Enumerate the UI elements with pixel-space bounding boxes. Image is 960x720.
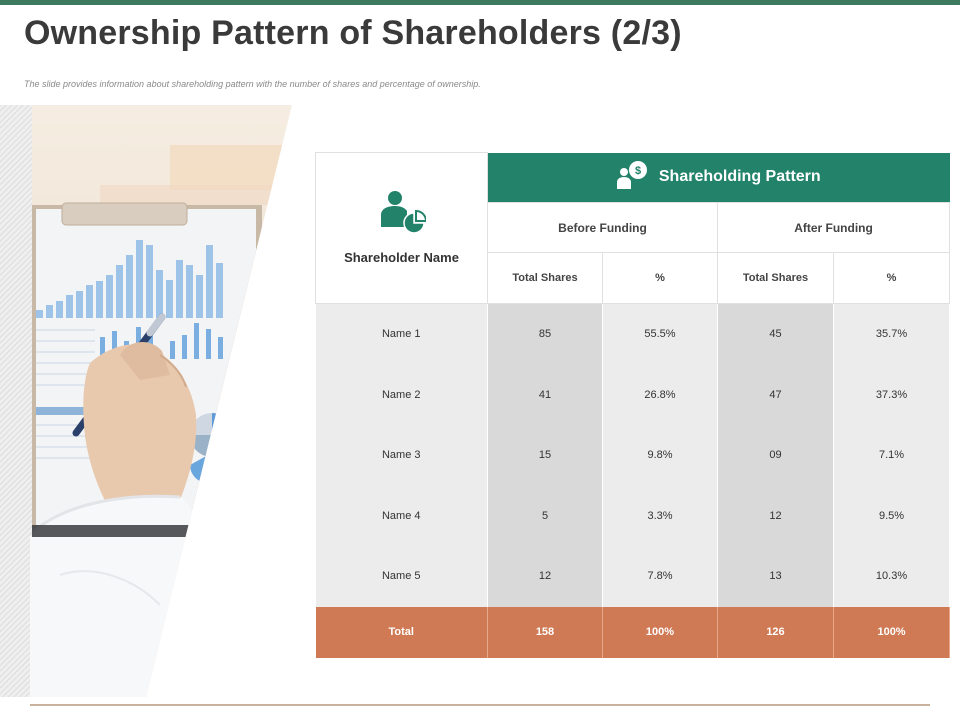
total-label: Total [315,606,488,658]
total-after-percent: 100% [833,606,951,658]
after-shares: 45 [717,303,834,365]
shareholder-name: Name 2 [315,364,488,425]
after-shares: 13 [717,545,834,607]
shareholding-pattern-label: Shareholding Pattern [658,168,821,186]
after-shares: 12 [717,485,834,546]
after-percent: 9.5% [833,485,951,546]
table-row: Name 3 15 9.8% 09 7.1% [315,424,951,486]
table-row: Name 2 41 26.8% 47 37.3% [315,364,951,425]
before-funding-header: Before Funding [487,202,718,253]
after-percent: 10.3% [833,545,951,607]
before-shares: 15 [487,424,603,486]
before-percent: 55.5% [602,303,718,365]
shareholder-name-label: Shareholder Name [344,250,459,265]
after-percent: 37.3% [833,364,951,425]
table-row: Name 1 85 55.5% 45 35.7% [315,303,951,365]
page-subtitle: The slide provides information about sha… [24,79,481,89]
before-total-shares-header: Total Shares [487,252,603,304]
before-shares: 85 [487,303,603,365]
before-shares: 12 [487,545,603,607]
shareholding-table: Shareholder Name $ Shareholding Pattern … [315,152,951,658]
after-shares: 47 [717,364,834,425]
before-percent: 7.8% [602,545,718,607]
total-before-shares: 158 [487,606,603,658]
after-percent: 35.7% [833,303,951,365]
shareholder-name: Name 3 [315,424,488,486]
shareholder-pie-icon [378,191,427,242]
total-before-percent: 100% [602,606,718,658]
before-shares: 5 [487,485,603,546]
after-total-shares-header: Total Shares [717,252,834,304]
before-percent: 26.8% [602,364,718,425]
after-percent: 7.1% [833,424,951,486]
before-percent: 9.8% [602,424,718,486]
svg-text:$: $ [635,165,641,177]
after-shares: 09 [717,424,834,486]
shareholder-name: Name 1 [315,303,488,365]
money-user-icon: $ [616,160,649,195]
before-shares: 41 [487,364,603,425]
bottom-divider [30,704,930,706]
page-title: Ownership Pattern of Shareholders (2/3) [24,14,682,52]
shareholder-name: Name 4 [315,485,488,546]
after-funding-header: After Funding [716,202,951,253]
total-after-shares: 126 [717,606,834,658]
total-row: Total 158 100% 126 100% [315,606,951,658]
before-percent-header: % [602,252,718,304]
table-row: Name 5 12 7.8% 13 10.3% [315,545,951,607]
shareholder-name-header: Shareholder Name [315,152,488,304]
after-percent-header: % [832,252,951,304]
shareholding-pattern-header: $ Shareholding Pattern [487,152,950,203]
hero-photo [0,105,292,697]
before-percent: 3.3% [602,485,718,546]
shareholder-name: Name 5 [315,545,488,607]
top-accent-bar [0,0,960,5]
table-row: Name 4 5 3.3% 12 9.5% [315,485,951,546]
